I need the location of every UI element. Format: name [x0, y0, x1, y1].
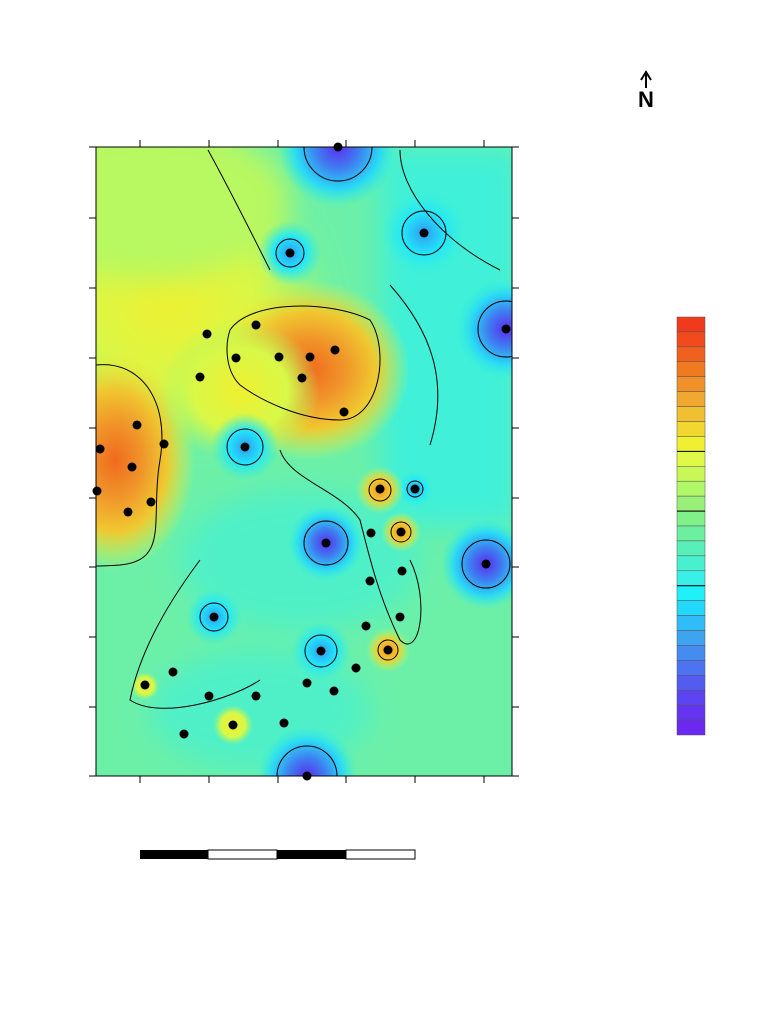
color-step — [676, 421, 706, 437]
sample-point — [481, 559, 491, 569]
color-step — [676, 391, 706, 407]
sample-point — [383, 645, 393, 655]
sample-point — [361, 621, 371, 631]
north-label: N — [638, 87, 654, 112]
color-step — [676, 331, 706, 348]
color-step — [676, 525, 706, 542]
color-step — [676, 540, 706, 557]
color-step — [676, 585, 706, 601]
sample-point — [159, 439, 169, 449]
sample-point — [302, 771, 312, 781]
sample-point — [333, 142, 343, 152]
sample-point — [179, 729, 189, 739]
color-step — [676, 660, 706, 676]
color-step — [676, 570, 706, 586]
sample-point — [228, 720, 238, 730]
sample-point — [231, 353, 241, 363]
sample-point — [339, 407, 349, 417]
sample-point — [123, 507, 133, 517]
sample-point — [204, 691, 214, 701]
color-step — [676, 510, 706, 527]
color-step — [676, 346, 706, 363]
sample-point — [397, 566, 407, 576]
sample-point — [274, 352, 284, 362]
frame-ticks — [89, 140, 519, 783]
sample-point — [321, 538, 331, 548]
color-step — [676, 480, 706, 497]
color-step — [676, 675, 706, 691]
sample-point — [365, 576, 375, 586]
sample-point — [127, 462, 137, 472]
color-step — [676, 361, 706, 377]
color-step — [676, 555, 706, 572]
color-step — [676, 630, 706, 646]
sample-point — [410, 484, 420, 494]
color-step — [676, 436, 706, 452]
color-step — [676, 316, 706, 333]
sample-point — [285, 248, 295, 258]
sample-point — [132, 420, 142, 430]
color-step — [676, 704, 706, 721]
sample-point — [395, 612, 405, 622]
sample-point — [351, 663, 361, 673]
sample-point — [419, 228, 429, 238]
sample-point — [95, 444, 105, 454]
sample-point — [366, 528, 376, 538]
sample-point — [297, 373, 307, 383]
scale-bar — [140, 849, 416, 860]
contour-lines — [96, 147, 512, 776]
color-bar — [676, 316, 706, 736]
color-step — [676, 451, 706, 467]
sample-point — [146, 497, 156, 507]
color-step — [676, 495, 706, 512]
color-step — [676, 689, 706, 706]
sample-point — [305, 352, 315, 362]
sample-point — [92, 486, 102, 496]
contour-surface — [96, 147, 512, 776]
sample-point — [329, 686, 339, 696]
sample-point — [396, 527, 406, 537]
north-arrow: N — [638, 70, 654, 112]
sample-point — [330, 345, 340, 355]
color-step — [676, 719, 706, 736]
sample-point — [279, 718, 289, 728]
color-step — [676, 466, 706, 482]
sample-point — [375, 484, 385, 494]
color-step — [676, 600, 706, 616]
sample-point — [202, 329, 212, 339]
sample-point — [240, 442, 250, 452]
sample-point — [195, 372, 205, 382]
sample-point — [251, 320, 261, 330]
color-step — [676, 645, 706, 661]
color-step — [676, 406, 706, 422]
sample-point — [140, 680, 150, 690]
sample-point — [501, 324, 511, 334]
color-step — [676, 615, 706, 631]
sample-point — [168, 667, 178, 677]
sample-point — [302, 678, 312, 688]
color-step — [676, 376, 706, 392]
sample-point — [251, 691, 261, 701]
sample-point — [209, 612, 219, 622]
sample-points — [92, 142, 511, 781]
sample-point — [316, 646, 326, 656]
